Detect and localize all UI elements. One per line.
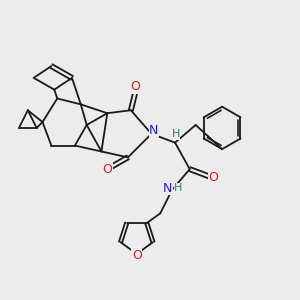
Text: H: H — [171, 129, 180, 140]
Text: H: H — [174, 183, 183, 193]
Text: N: N — [163, 182, 172, 195]
Text: O: O — [208, 172, 218, 184]
Text: O: O — [130, 80, 140, 93]
Text: N: N — [149, 124, 158, 137]
Text: O: O — [132, 249, 142, 262]
Text: O: O — [102, 163, 112, 176]
